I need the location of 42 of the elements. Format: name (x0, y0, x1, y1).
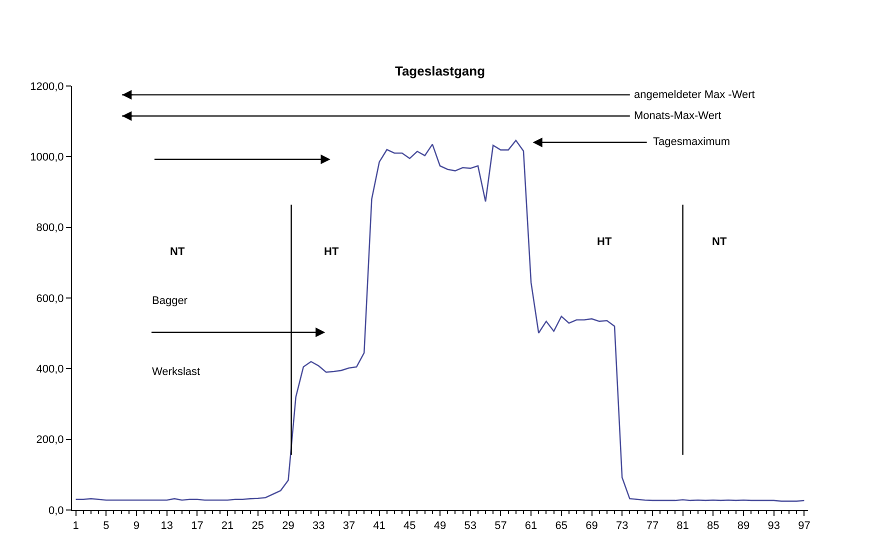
y-tick-label: 600,0 (36, 292, 64, 305)
x-tick-label: 73 (616, 520, 628, 532)
annotation: HT (324, 246, 339, 258)
y-tick-label: 1000,0 (30, 152, 64, 164)
x-tick-label: 61 (524, 520, 538, 532)
x-tick-label: 1 (72, 520, 79, 532)
x-tick-label: 89 (737, 520, 750, 532)
x-tick-label: 21 (221, 520, 234, 532)
y-tick-label: 1200,0 (30, 80, 64, 93)
x-tick-label: 5 (103, 520, 110, 532)
x-tick-label: 97 (798, 520, 810, 532)
chart-title: Tageslastgang (394, 63, 486, 78)
x-tick-label: 69 (586, 520, 598, 532)
annotation: Tagesmaximum (653, 136, 730, 148)
y-tick-label: 400,0 (36, 364, 64, 376)
x-tick-label: 81 (676, 520, 689, 532)
y-tick-label: 800,0 (36, 222, 64, 234)
annotation: NT (712, 236, 727, 248)
ref-line-label: Monats-Max-Wert (634, 110, 722, 122)
x-tick-label: 93 (768, 520, 780, 532)
x-tick-label: 29 (282, 520, 294, 532)
annotation: Bagger (152, 295, 188, 307)
x-tick-label: 65 (555, 520, 568, 532)
x-tick-label: 49 (434, 520, 446, 532)
ref-line-label: angemeldeter Max -Wert (634, 89, 755, 101)
y-tick-label: 200,0 (36, 434, 64, 446)
annotation: NT (170, 246, 185, 258)
x-tick-label: 25 (252, 520, 264, 532)
x-tick-label: 9 (133, 520, 140, 532)
x-tick-label: 77 (646, 520, 659, 532)
x-tick-label: 37 (342, 520, 356, 532)
x-tick-label: 45 (404, 520, 416, 532)
x-tick-label: 57 (494, 520, 507, 532)
y-tick-label: 0,0 (48, 504, 64, 517)
x-tick-label: 41 (373, 520, 386, 532)
x-tick-label: 53 (464, 520, 476, 532)
x-tick-label: 17 (191, 520, 204, 532)
annotation: HT (597, 236, 612, 248)
x-tick-label: 85 (707, 520, 720, 532)
x-tick-label: 33 (312, 520, 325, 532)
x-tick-label: 13 (160, 520, 173, 532)
annotation: Werkslast (152, 366, 200, 378)
